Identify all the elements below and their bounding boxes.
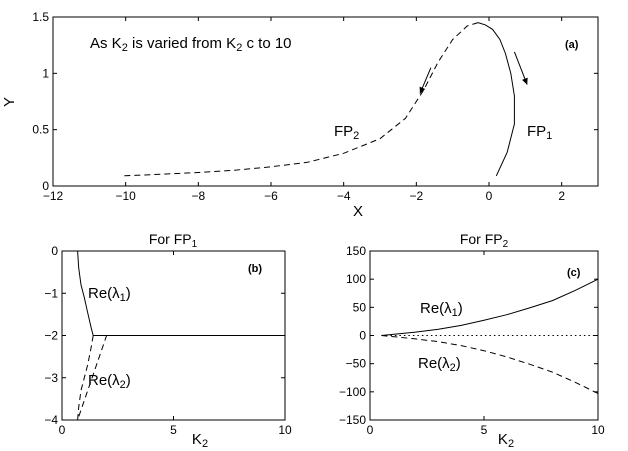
fp2-label: FP2 bbox=[334, 123, 359, 142]
x-tick-label: −12 bbox=[43, 189, 64, 203]
panel-label-a: (a) bbox=[565, 39, 579, 51]
panel-title: For FP2 bbox=[460, 231, 509, 250]
x-tick-label: 0 bbox=[59, 423, 66, 437]
x-tick-label: 2 bbox=[558, 189, 565, 203]
y-tick-label: 0 bbox=[51, 244, 58, 258]
y-tick-label: 1.5 bbox=[32, 10, 49, 24]
panel-label-c: (c) bbox=[567, 267, 581, 279]
x-tick-label: −10 bbox=[115, 189, 136, 203]
series-line-1 bbox=[381, 335, 599, 394]
panel-title: For FP1 bbox=[149, 231, 198, 250]
panel-label-b: (b) bbox=[248, 263, 262, 275]
y-tick-label: 1 bbox=[42, 66, 49, 80]
re-lambda1-label-c: Re(λ1) bbox=[420, 300, 463, 319]
y-tick-label: 100 bbox=[346, 272, 366, 286]
annotation: As K2 is varied from K2 c to 10 bbox=[90, 35, 292, 54]
x-axis-label: X bbox=[353, 203, 363, 220]
y-axis-label: Y bbox=[1, 97, 18, 107]
x-axis-label: K2 bbox=[498, 431, 514, 450]
y-tick-label: −3 bbox=[44, 371, 58, 385]
x-tick-label: −8 bbox=[191, 189, 205, 203]
x-tick-label: −2 bbox=[409, 189, 423, 203]
y-tick-label: 0.5 bbox=[32, 123, 49, 137]
re-lambda1-label-b: Re(λ1) bbox=[88, 285, 131, 304]
y-tick-label: 0 bbox=[42, 179, 49, 193]
x-tick-label: −6 bbox=[264, 189, 278, 203]
y-tick-label: −50 bbox=[346, 357, 367, 371]
y-tick-label: −100 bbox=[339, 385, 366, 399]
arrow-head-0 bbox=[419, 86, 426, 94]
y-tick-label: 0 bbox=[359, 329, 366, 343]
series-line-0 bbox=[381, 278, 599, 336]
arrow-head-1 bbox=[522, 77, 528, 85]
y-tick-label: −2 bbox=[44, 329, 58, 343]
x-tick-label: −4 bbox=[337, 189, 351, 203]
y-tick-label: 150 bbox=[346, 244, 366, 258]
y-tick-label: −150 bbox=[339, 413, 366, 427]
x-tick-label: 10 bbox=[591, 423, 605, 437]
series-line-1 bbox=[77, 335, 285, 421]
axes-box bbox=[52, 16, 599, 187]
x-tick-label: 0 bbox=[367, 423, 374, 437]
series-line-0 bbox=[477, 22, 515, 177]
panel-b: 0 5 10 −4 −3 −2 −1 0 K2 For FP1 bbox=[44, 231, 292, 450]
y-tick-label: −1 bbox=[44, 286, 58, 300]
series-line-1 bbox=[121, 22, 479, 177]
y-tick-label: −4 bbox=[44, 413, 58, 427]
re-lambda2-label-c: Re(λ2) bbox=[418, 355, 461, 374]
panel-c: 0 5 10 −150 −100 −50 0 50 100 150 K2 For FP2 bbox=[339, 231, 605, 450]
fp1-label: FP1 bbox=[527, 123, 552, 142]
x-tick-label: 5 bbox=[170, 423, 177, 437]
x-tick-label: 5 bbox=[481, 423, 488, 437]
x-tick-label: 0 bbox=[486, 189, 493, 203]
panel-a: −12 −10 −8 −6 −4 −2 0 2 0 0.5 1 1.5 X Y bbox=[1, 10, 599, 220]
x-tick-label: 10 bbox=[278, 423, 292, 437]
y-tick-label: 50 bbox=[353, 300, 367, 314]
x-axis-label: K2 bbox=[192, 431, 208, 450]
re-lambda2-label-b: Re(λ2) bbox=[88, 372, 131, 391]
